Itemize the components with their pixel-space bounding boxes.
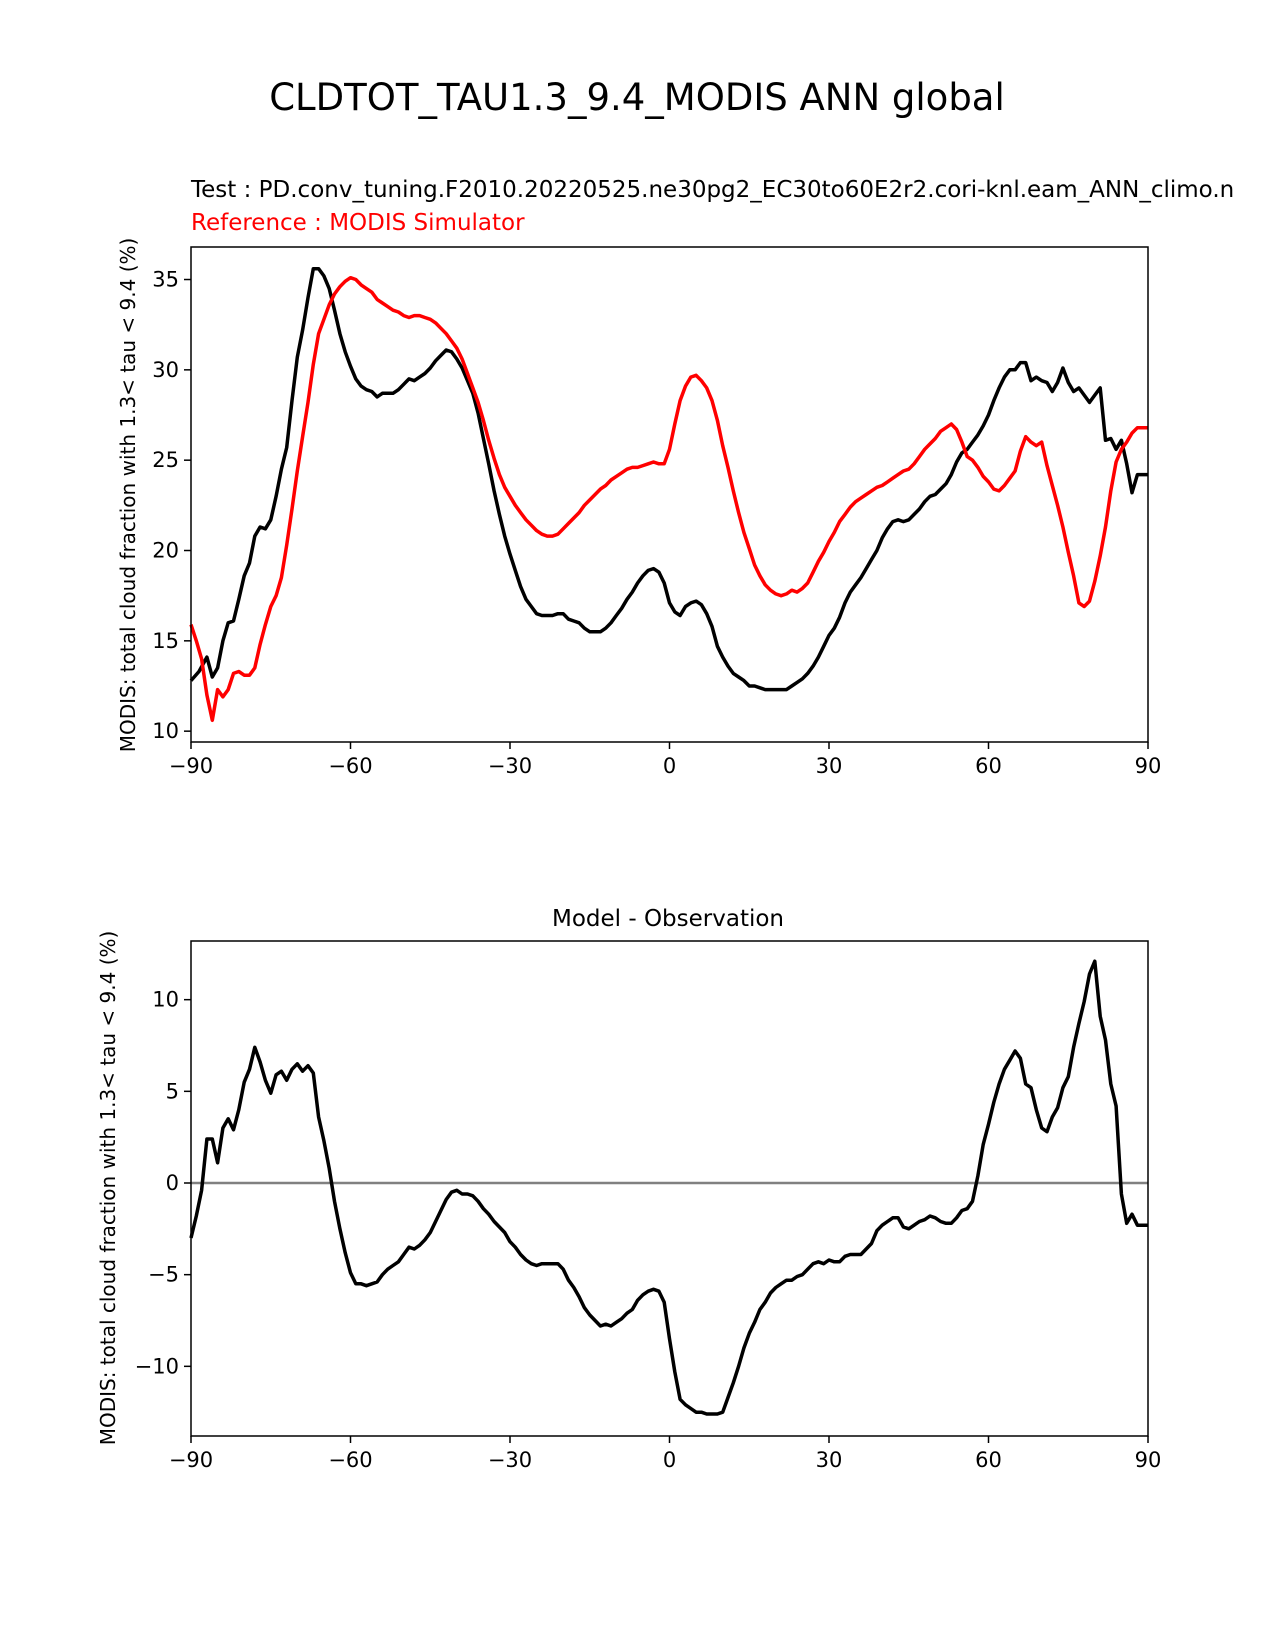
y-tick-label: 30 — [152, 358, 179, 382]
y-tick-label: 5 — [166, 1079, 179, 1103]
x-tick-label: 90 — [1135, 1448, 1162, 1472]
x-tick-label: 0 — [663, 1448, 676, 1472]
panel2-title: Model - Observation — [552, 906, 784, 932]
y-tick-label: 20 — [152, 539, 179, 563]
x-tick-label: −60 — [328, 1448, 372, 1472]
x-tick-label: 30 — [816, 1448, 843, 1472]
x-tick-label: −90 — [169, 754, 213, 778]
x-tick-label: 0 — [663, 754, 676, 778]
x-tick-label: −30 — [488, 754, 532, 778]
y-tick-label: 35 — [152, 268, 179, 292]
x-tick-label: −90 — [169, 1448, 213, 1472]
x-tick-label: −30 — [488, 1448, 532, 1472]
series-line-reference — [189, 275, 1148, 723]
x-tick-label: 30 — [816, 754, 843, 778]
series-line-test — [189, 266, 1148, 692]
y-tick-label: 10 — [152, 719, 179, 743]
x-tick-label: 90 — [1135, 754, 1162, 778]
panel-top: −90 −60 −30 0 30 60 90 10 15 20 25 30 35 MODIS: total… — [116, 238, 1161, 778]
axes-frame — [190, 940, 1149, 1437]
y-tick-label: 10 — [152, 988, 179, 1012]
y-axis-label: MODIS: total cloud fraction with 1.3< ta… — [116, 238, 140, 753]
y-tick-label: 25 — [152, 448, 179, 472]
figure-title: CLDTOT_TAU1.3_9.4_MODIS ANN global — [269, 76, 1005, 119]
series-line-difference — [189, 959, 1148, 1416]
y-tick-label: 0 — [166, 1171, 179, 1195]
x-tick-label: −60 — [328, 754, 372, 778]
y-axis-label: MODIS: total cloud fraction with 1.3< ta… — [96, 931, 120, 1446]
x-tick-label: 60 — [975, 1448, 1002, 1472]
y-tick-label: −5 — [148, 1263, 179, 1287]
reference-label: Reference : MODIS Simulator — [191, 210, 525, 236]
x-tick-label: 60 — [975, 754, 1002, 778]
y-tick-label: 15 — [152, 629, 179, 653]
test-label: Test : PD.conv_tuning.F2010.20220525.ne3… — [190, 177, 1234, 203]
y-tick-label: −10 — [135, 1354, 179, 1378]
axes-frame — [190, 246, 1149, 743]
panel-bottom: −90 −60 −30 0 30 60 90 −10 −5 0 5 10 MODIS: total cl… — [96, 931, 1161, 1472]
